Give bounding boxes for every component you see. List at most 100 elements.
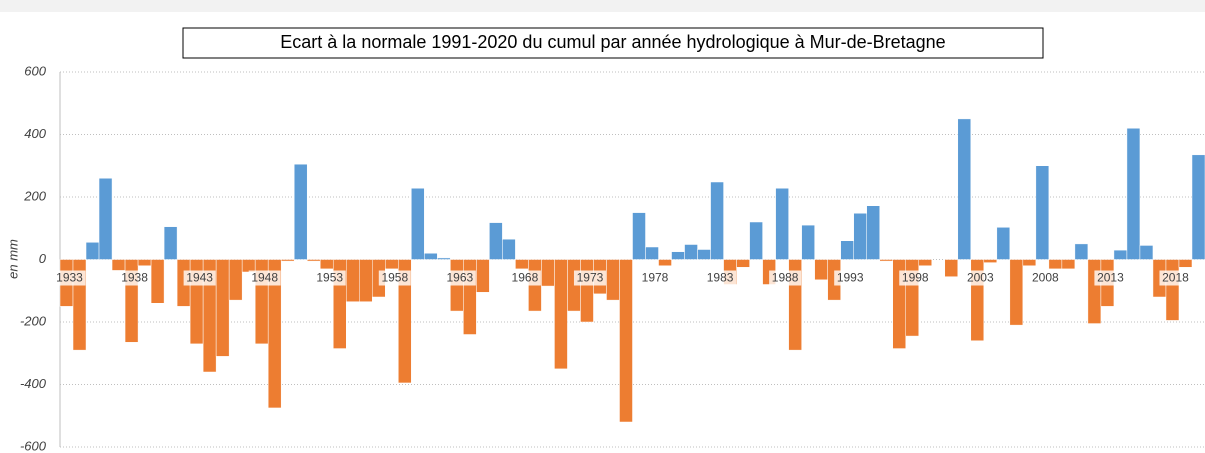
bar (215, 259, 230, 357)
x-tick-label: 2008 (1032, 271, 1059, 285)
x-tick-label-bg (313, 270, 346, 286)
chart-area (0, 12, 1205, 453)
bar (814, 259, 828, 281)
bar (359, 259, 373, 302)
bar (775, 188, 789, 260)
bar (606, 259, 620, 301)
bar (1178, 259, 1193, 268)
bar (306, 259, 321, 262)
bar (385, 259, 399, 270)
bar (944, 259, 959, 277)
x-tick-label-bg (834, 270, 867, 286)
bar (1035, 165, 1050, 260)
y-axis-label: en mm (5, 239, 20, 279)
bar (1191, 154, 1205, 260)
bar (98, 178, 113, 260)
bar (658, 259, 672, 266)
bar (697, 249, 711, 260)
bar (111, 259, 126, 271)
x-tick-label-bg (1029, 270, 1062, 286)
x-tick-label-bg (53, 270, 86, 286)
bar (1061, 259, 1076, 270)
y-tick-label: -400 (20, 376, 47, 391)
bar (749, 221, 763, 260)
bar (163, 226, 178, 260)
y-tick-label: 600 (24, 63, 46, 78)
x-tick-label-bg (704, 270, 737, 286)
bar (150, 259, 165, 304)
bar (554, 259, 568, 370)
bar (684, 244, 698, 260)
bar (437, 257, 451, 260)
x-tick-label-bg (378, 270, 411, 286)
bar (879, 259, 893, 262)
bar (411, 188, 425, 260)
x-tick-label: 1938 (121, 271, 148, 285)
bar (267, 259, 282, 409)
bar (632, 212, 646, 260)
x-tick-label-bg (899, 270, 932, 286)
bar (85, 242, 100, 260)
bar (866, 205, 880, 260)
x-tick-label-bg (118, 270, 151, 286)
x-tick-label: 1978 (642, 271, 669, 285)
y-tick-label: 200 (23, 188, 46, 203)
bar (853, 213, 867, 260)
bar (280, 259, 295, 262)
bar (996, 227, 1011, 260)
bar (1009, 259, 1024, 326)
bar (1113, 249, 1128, 260)
bar (346, 259, 360, 302)
x-tick-label-bg (769, 270, 802, 286)
bar (671, 251, 685, 260)
x-tick-label-bg (508, 270, 541, 286)
x-tick-label-bg (573, 270, 606, 286)
x-tick-label: 1968 (512, 271, 539, 285)
x-tick-label-bg (443, 270, 476, 286)
x-tick-label: 1953 (316, 271, 343, 285)
bar (736, 259, 750, 268)
y-tick-label: 0 (39, 251, 47, 266)
bar (1022, 259, 1037, 266)
x-tick-label-bg (183, 270, 216, 286)
x-tick-label: 2018 (1162, 271, 1189, 285)
bar (293, 163, 308, 260)
x-tick-label: 1943 (186, 271, 213, 285)
bar (645, 246, 659, 260)
bar (619, 259, 633, 423)
y-tick-label: -600 (20, 438, 47, 453)
bar (515, 259, 529, 270)
bar (319, 259, 334, 270)
bar (801, 224, 815, 260)
x-tick-label-bg (639, 270, 672, 286)
bar (580, 259, 594, 323)
bar (840, 240, 854, 260)
bar (541, 259, 555, 287)
x-tick-label: 1988 (772, 271, 799, 285)
bar (957, 118, 972, 260)
bar (502, 238, 516, 260)
x-tick-label: 1948 (251, 271, 278, 285)
x-tick-label: 2013 (1097, 271, 1124, 285)
bar (424, 253, 438, 260)
x-tick-label-bg (1159, 270, 1192, 286)
bar (1139, 245, 1154, 260)
bar (1074, 243, 1089, 260)
x-tick-label-bg (964, 270, 997, 286)
chart-title: Ecart à la normale 1991-2020 du cumul pa… (280, 32, 945, 52)
x-tick-label: 1998 (902, 271, 929, 285)
y-tick-label: 400 (24, 126, 46, 141)
bar (476, 259, 490, 293)
bar (1087, 259, 1102, 324)
bar (1165, 259, 1180, 321)
bar (398, 259, 412, 384)
title-box (182, 27, 1044, 59)
x-tick-label-bg (1094, 270, 1127, 286)
bar (1048, 259, 1063, 270)
bar (489, 222, 503, 260)
x-tick-label: 1973 (577, 271, 604, 285)
bar (137, 259, 152, 266)
bar (1126, 128, 1141, 260)
